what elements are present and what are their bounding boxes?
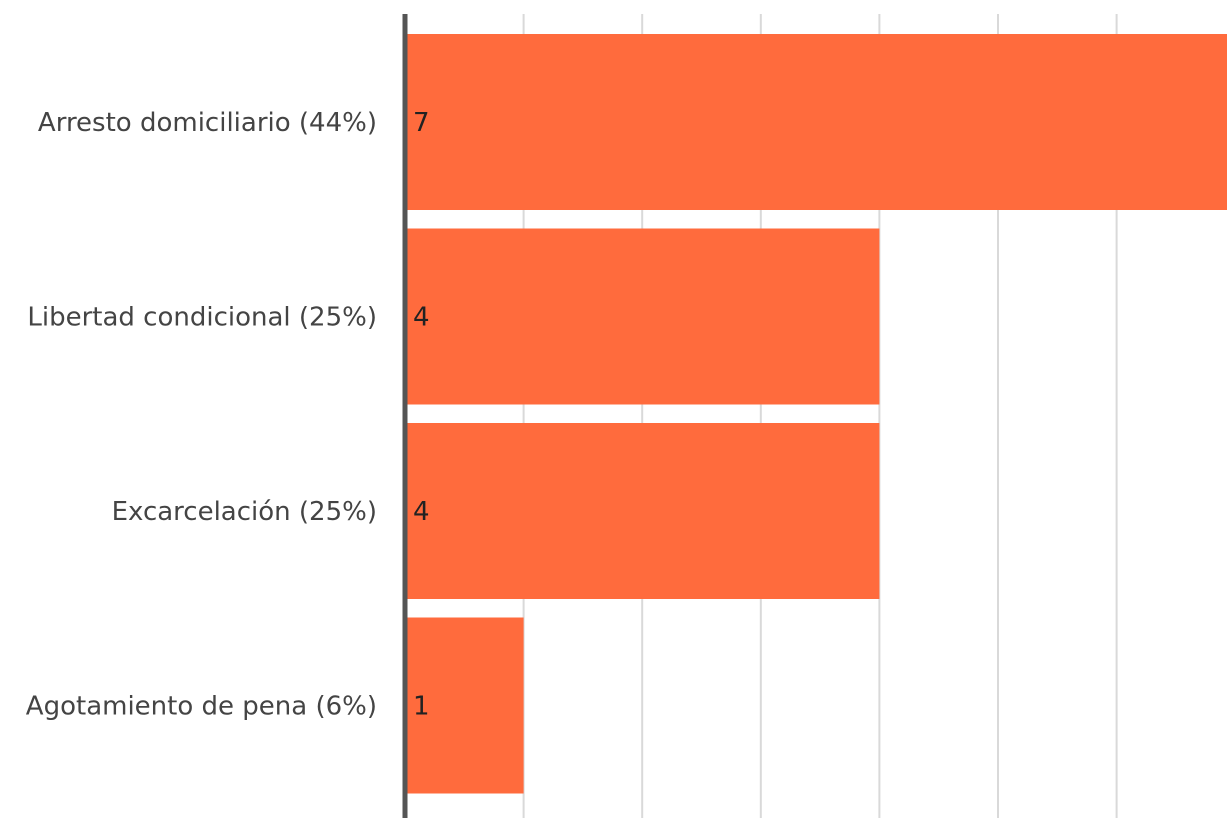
category-labels: Arresto domiciliario (44%) Libertad condi…: [26, 108, 377, 722]
value-label-1: 7: [413, 108, 430, 138]
category-label-4: Agotamiento de pena (6%): [26, 692, 377, 722]
category-label-1: Arresto domiciliario (44%): [38, 108, 377, 138]
category-label-2: Libertad condicional (25%): [27, 303, 377, 333]
bar-3: [405, 423, 880, 599]
bar-1: [405, 34, 1227, 210]
category-label-3: Excarcelación (25%): [112, 497, 377, 527]
value-label-2: 4: [413, 303, 430, 333]
bar-2: [405, 228, 880, 405]
value-labels: 7 4 4 1: [413, 108, 430, 722]
value-label-4: 1: [413, 692, 430, 722]
bars: [405, 34, 1227, 794]
bar-4: [405, 617, 524, 794]
value-label-3: 4: [413, 497, 430, 527]
